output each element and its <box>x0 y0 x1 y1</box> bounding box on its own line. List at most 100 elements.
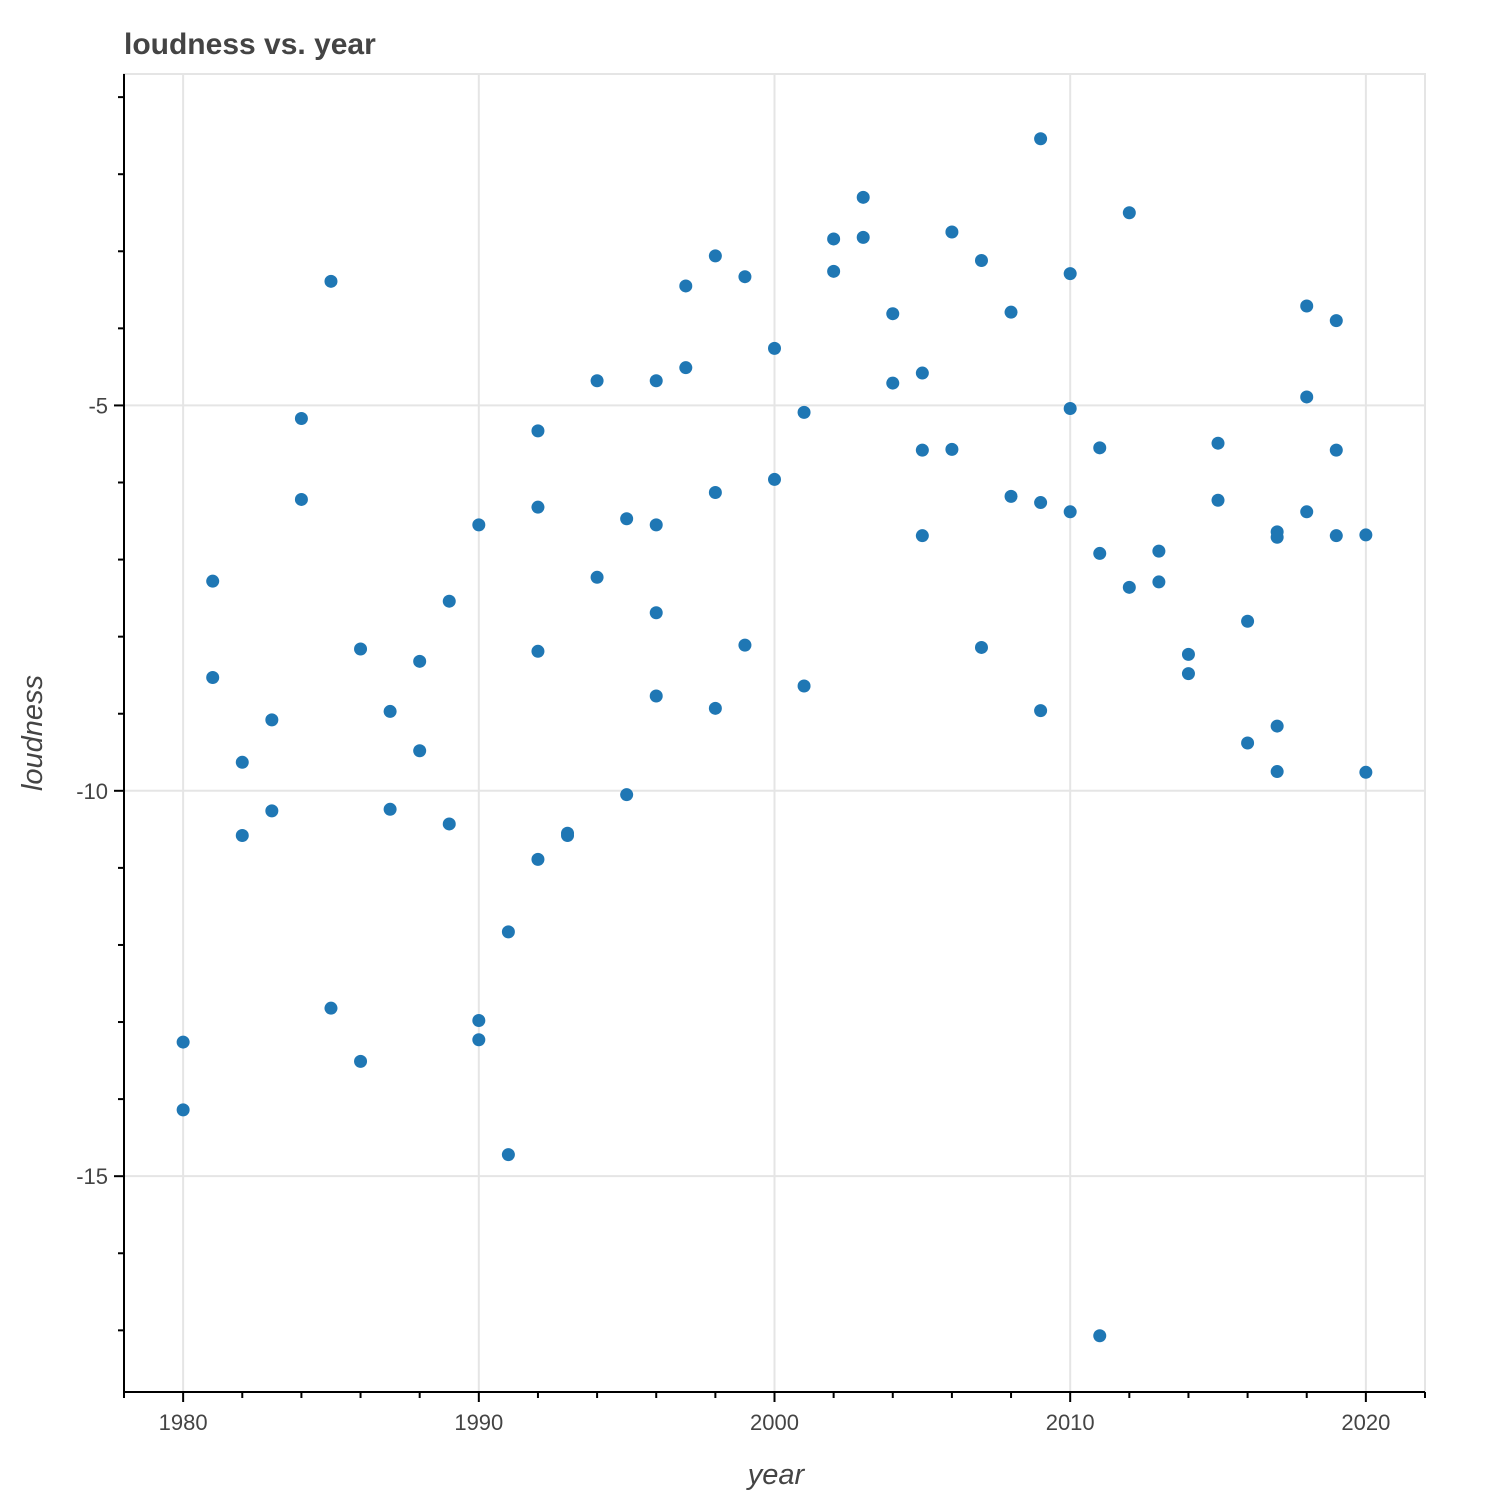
points-layer <box>176 132 1373 1343</box>
data-point <box>1063 505 1077 519</box>
x-tick-label: 2020 <box>1341 1410 1390 1435</box>
data-point <box>974 640 988 654</box>
data-point <box>1329 529 1343 543</box>
data-point <box>501 1148 515 1162</box>
data-point <box>235 755 249 769</box>
data-point <box>649 689 663 703</box>
x-axis-label: year <box>746 1459 806 1491</box>
data-point <box>1211 436 1225 450</box>
data-point <box>1034 132 1048 146</box>
data-point <box>472 1033 486 1047</box>
data-point <box>974 254 988 268</box>
data-point <box>1181 667 1195 681</box>
data-point <box>1034 496 1048 510</box>
data-point <box>324 1001 338 1015</box>
data-point <box>768 472 781 486</box>
data-point <box>679 361 693 375</box>
data-point <box>1093 441 1107 455</box>
data-point <box>206 671 220 685</box>
data-point <box>324 274 338 288</box>
data-point <box>679 279 693 293</box>
data-point <box>827 232 841 246</box>
data-point <box>1300 390 1314 404</box>
data-point <box>442 594 456 608</box>
data-point <box>1181 647 1195 661</box>
data-point <box>1093 1329 1107 1343</box>
data-point <box>649 374 663 388</box>
data-point <box>1122 580 1136 594</box>
data-point <box>915 443 929 457</box>
data-point <box>620 512 634 526</box>
data-point <box>1093 546 1107 560</box>
data-point <box>768 341 781 355</box>
data-point <box>1359 528 1373 542</box>
data-point <box>856 190 870 204</box>
data-point <box>1359 765 1373 779</box>
x-tick-label: 1980 <box>159 1410 208 1435</box>
data-point <box>1063 267 1077 281</box>
data-point <box>1122 206 1136 220</box>
data-point <box>1152 544 1166 558</box>
data-point <box>442 817 456 831</box>
data-point <box>708 486 722 500</box>
data-point <box>1300 299 1314 313</box>
data-point <box>708 701 722 715</box>
data-point <box>294 492 308 506</box>
y-tick-label: -10 <box>76 779 108 804</box>
data-point <box>590 570 604 584</box>
data-point <box>1329 443 1343 457</box>
data-point <box>1270 765 1284 779</box>
data-point <box>915 366 929 380</box>
data-point <box>1063 402 1077 416</box>
data-point <box>738 270 752 284</box>
data-point <box>1034 704 1048 718</box>
y-tick-label: -15 <box>76 1164 108 1189</box>
y-tick-label: -5 <box>88 393 108 418</box>
data-point <box>1004 489 1018 503</box>
y-axis-label: loudness <box>17 675 49 791</box>
data-point <box>886 376 900 390</box>
x-tick-label: 1990 <box>454 1410 503 1435</box>
data-point <box>235 829 249 843</box>
data-point <box>797 405 811 419</box>
data-point <box>413 744 427 758</box>
data-point <box>856 230 870 244</box>
grid-layer <box>124 74 1425 1392</box>
data-point <box>1004 305 1018 319</box>
data-point <box>945 442 959 456</box>
data-point <box>797 679 811 693</box>
data-point <box>561 826 575 840</box>
data-point <box>649 606 663 620</box>
ticks-layer: 1980 1990 2000 2010 2020 -5 -10 -15 <box>76 96 1426 1435</box>
data-point <box>383 704 397 718</box>
data-point <box>354 642 368 656</box>
x-tick-label: 2000 <box>750 1410 799 1435</box>
x-tick-label: 2010 <box>1046 1410 1095 1435</box>
data-point <box>620 788 634 802</box>
data-point <box>708 249 722 263</box>
data-point <box>413 654 427 668</box>
data-point <box>1241 736 1255 750</box>
data-point <box>294 412 308 426</box>
data-point <box>176 1035 190 1049</box>
data-point <box>1152 575 1166 589</box>
data-point <box>1211 493 1225 507</box>
data-point <box>649 518 663 532</box>
data-point <box>1300 505 1314 519</box>
data-point <box>1270 719 1284 733</box>
chart-title: loudness vs. year <box>124 28 376 61</box>
data-point <box>176 1103 190 1117</box>
data-point <box>915 529 929 543</box>
data-point <box>531 424 545 438</box>
data-point <box>827 264 841 278</box>
data-point <box>531 500 545 514</box>
data-point <box>1241 614 1255 628</box>
data-point <box>354 1054 368 1068</box>
data-point <box>1270 530 1284 544</box>
data-point <box>1329 314 1343 328</box>
data-point <box>945 225 959 239</box>
data-point <box>886 307 900 321</box>
data-point <box>531 852 545 866</box>
